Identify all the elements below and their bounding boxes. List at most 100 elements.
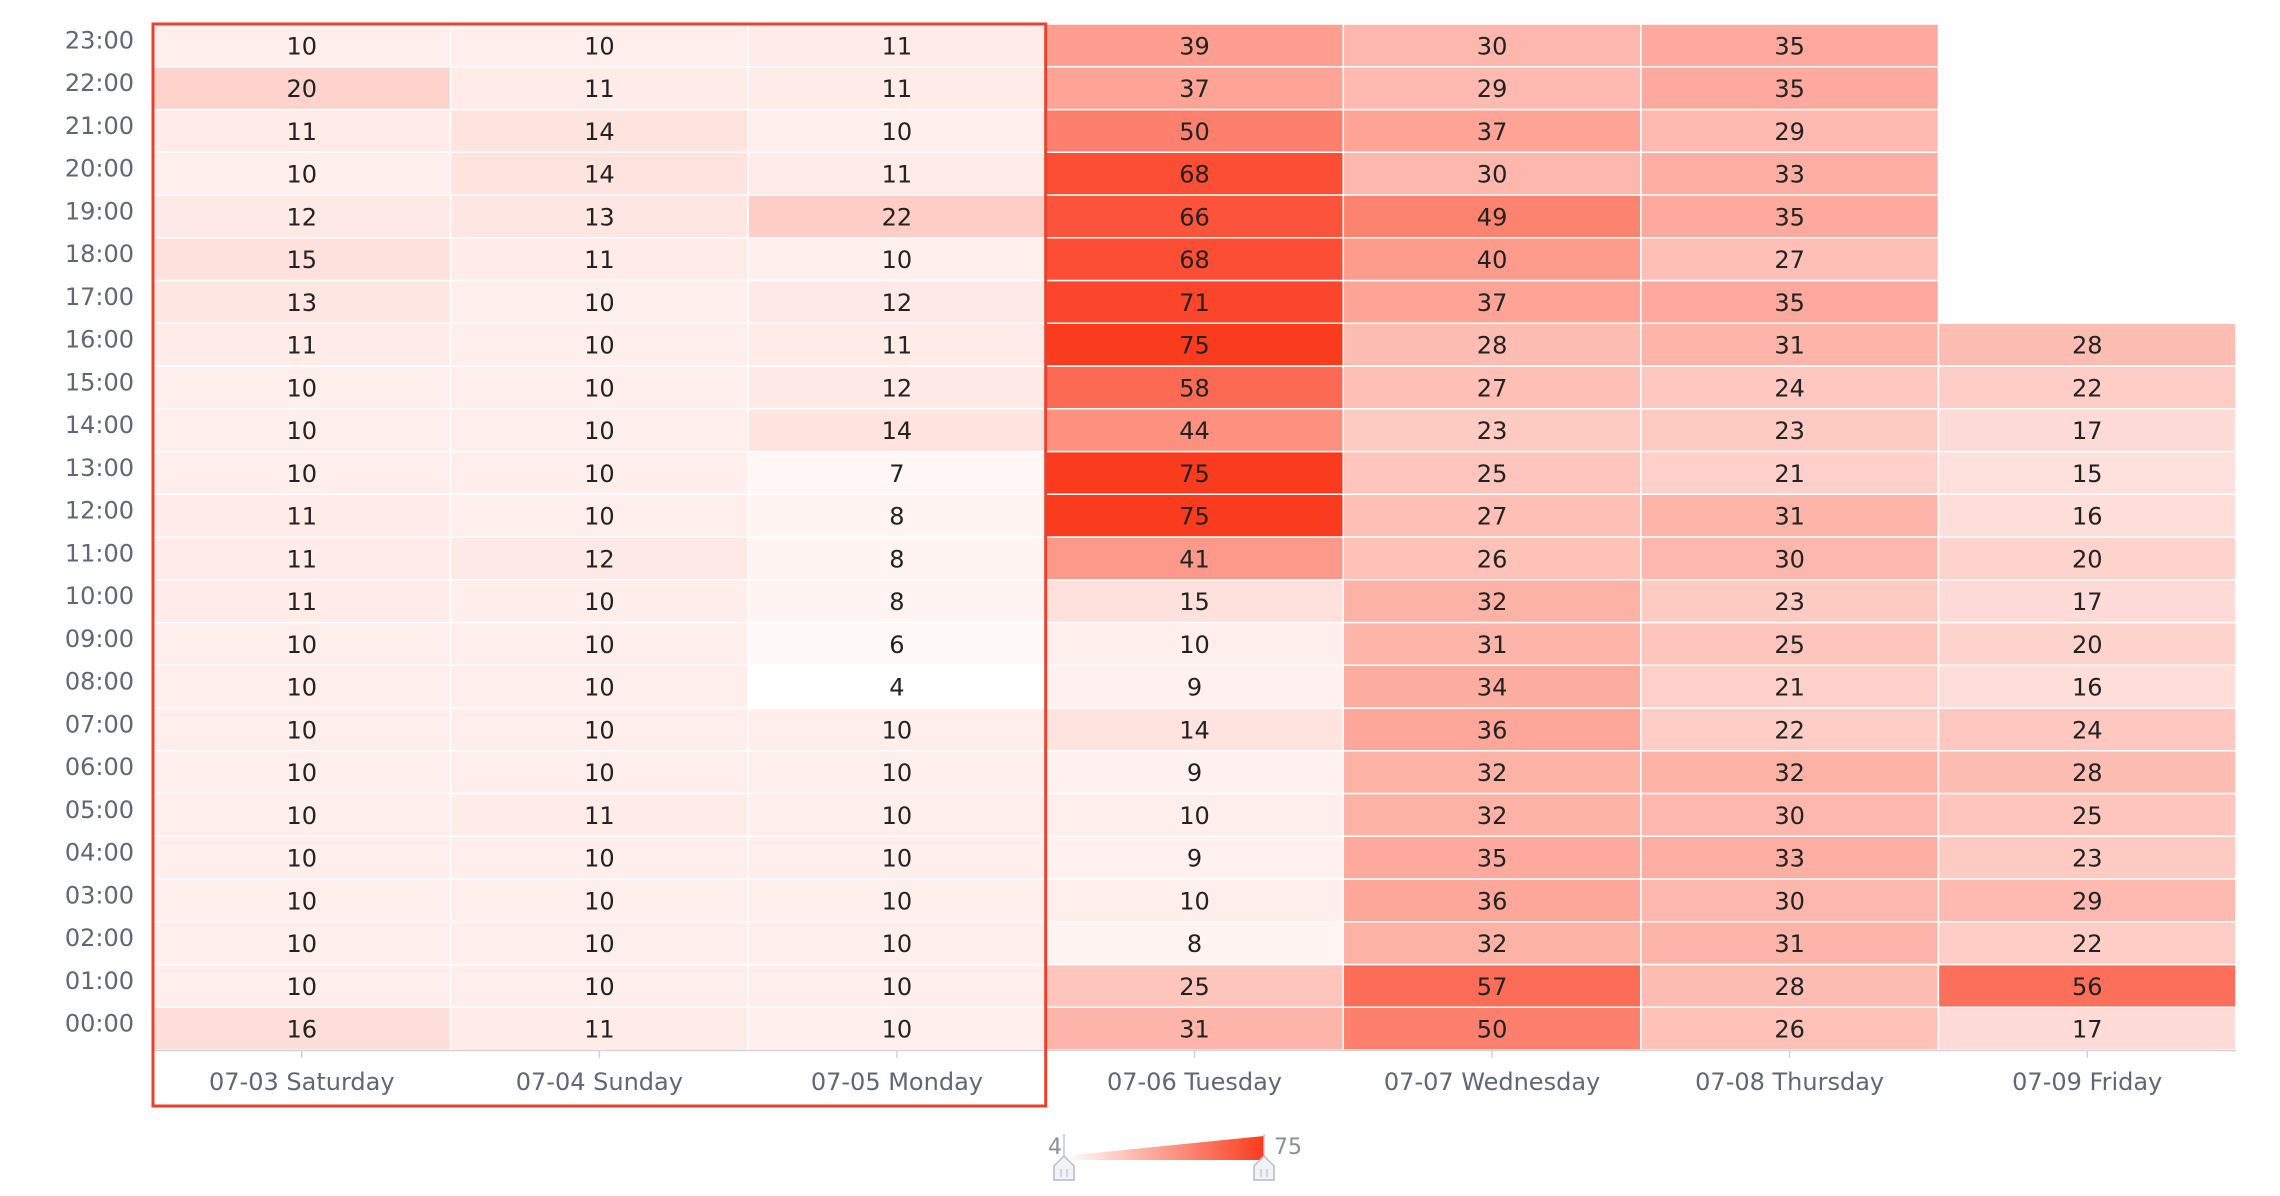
heatmap-cell[interactable] [1640, 23, 1940, 68]
heatmap-cell[interactable] [1640, 66, 1940, 111]
heatmap-cell[interactable] [747, 579, 1047, 624]
heatmap-cell[interactable] [152, 408, 452, 453]
heatmap-cell[interactable] [449, 365, 749, 410]
heatmap-cell[interactable] [1044, 408, 1345, 453]
heatmap-cell[interactable] [152, 707, 452, 752]
heatmap-cell[interactable] [1640, 151, 1940, 196]
heatmap-cell[interactable] [449, 279, 749, 324]
heatmap-cell[interactable] [1640, 536, 1940, 581]
heatmap-cell[interactable] [1640, 322, 1940, 367]
heatmap-cell[interactable] [1044, 322, 1345, 367]
heatmap-cell[interactable] [449, 408, 749, 453]
heatmap-cell[interactable] [1640, 194, 1940, 239]
heatmap-cell[interactable] [1937, 878, 2237, 923]
heatmap-cell[interactable] [449, 151, 749, 196]
heatmap-cell[interactable] [747, 493, 1047, 538]
heatmap-cell[interactable] [1937, 835, 2237, 880]
heatmap-cell[interactable] [1342, 237, 1642, 282]
heatmap-cell[interactable] [1342, 707, 1642, 752]
visual-map-max-handle[interactable] [1253, 1134, 1275, 1181]
heatmap-cell[interactable] [449, 493, 749, 538]
heatmap-cell[interactable] [747, 750, 1047, 795]
heatmap-cell[interactable] [747, 322, 1047, 367]
heatmap-cell[interactable] [1640, 963, 1940, 1008]
heatmap-cell[interactable] [1044, 194, 1345, 239]
heatmap-cell[interactable] [747, 365, 1047, 410]
heatmap-cell[interactable] [747, 621, 1047, 666]
heatmap-cell[interactable] [152, 23, 452, 68]
heatmap-cell[interactable] [1044, 664, 1345, 709]
heatmap-cell[interactable] [1342, 750, 1642, 795]
visual-map-bar[interactable] [1064, 1136, 1264, 1160]
heatmap-cell[interactable] [1342, 450, 1642, 495]
heatmap-cell[interactable] [1937, 450, 2237, 495]
heatmap-cell[interactable] [152, 792, 452, 837]
heatmap-cell[interactable] [1640, 621, 1940, 666]
heatmap-cell[interactable] [747, 194, 1047, 239]
heatmap-cell[interactable] [1937, 493, 2237, 538]
heatmap-cell[interactable] [152, 194, 452, 239]
heatmap-cell[interactable] [1342, 23, 1642, 68]
heatmap-cell[interactable] [1342, 664, 1642, 709]
heatmap-cell[interactable] [1044, 450, 1345, 495]
heatmap-cell[interactable] [1044, 66, 1345, 111]
heatmap-cell[interactable] [1640, 408, 1940, 453]
heatmap-cell[interactable] [1044, 108, 1345, 153]
heatmap-cell[interactable] [1937, 750, 2237, 795]
heatmap-cell[interactable] [747, 792, 1047, 837]
heatmap-cell[interactable] [1342, 921, 1642, 966]
heatmap-cell[interactable] [747, 450, 1047, 495]
heatmap-cell[interactable] [747, 921, 1047, 966]
heatmap-cell[interactable] [1342, 963, 1642, 1008]
heatmap-cell[interactable] [1640, 279, 1940, 324]
heatmap-cell[interactable] [1937, 408, 2237, 453]
heatmap-cell[interactable] [449, 450, 749, 495]
heatmap-cell[interactable] [1937, 579, 2237, 624]
heatmap-cell[interactable] [449, 536, 749, 581]
heatmap-cell[interactable] [747, 237, 1047, 282]
heatmap-cell[interactable] [1640, 707, 1940, 752]
heatmap-cell[interactable] [449, 878, 749, 923]
heatmap-cell[interactable] [1640, 921, 1940, 966]
heatmap-cell[interactable] [1640, 664, 1940, 709]
heatmap-cell[interactable] [1342, 279, 1642, 324]
heatmap-cell[interactable] [1937, 536, 2237, 581]
heatmap-cell[interactable] [1640, 750, 1940, 795]
heatmap-cell[interactable] [449, 921, 749, 966]
heatmap-cell[interactable] [152, 450, 452, 495]
visual-map-min-handle[interactable] [1053, 1134, 1075, 1181]
heatmap-cell[interactable] [1937, 792, 2237, 837]
heatmap-cell[interactable] [152, 237, 452, 282]
heatmap-cell[interactable] [1640, 365, 1940, 410]
heatmap-cell[interactable] [152, 279, 452, 324]
heatmap-cell[interactable] [1640, 835, 1940, 880]
heatmap-cell[interactable] [1640, 450, 1940, 495]
heatmap-cell[interactable] [1342, 579, 1642, 624]
heatmap-cell[interactable] [1342, 621, 1642, 666]
heatmap-cell[interactable] [1937, 921, 2237, 966]
heatmap-cell[interactable] [449, 1006, 749, 1051]
heatmap-cell[interactable] [1342, 108, 1642, 153]
heatmap-cell[interactable] [1044, 493, 1345, 538]
heatmap-cell[interactable] [1342, 408, 1642, 453]
heatmap-cell[interactable] [1640, 878, 1940, 923]
heatmap-cell[interactable] [449, 108, 749, 153]
heatmap-cell[interactable] [152, 835, 452, 880]
heatmap-cell[interactable] [747, 279, 1047, 324]
heatmap-cell[interactable] [747, 963, 1047, 1008]
visual-map[interactable]: 4 75 [1048, 1134, 1302, 1181]
heatmap-cell[interactable] [449, 963, 749, 1008]
heatmap-cell[interactable] [1044, 878, 1345, 923]
heatmap-cell[interactable] [152, 1006, 452, 1051]
heatmap-cell[interactable] [1342, 365, 1642, 410]
heatmap-cell[interactable] [1342, 493, 1642, 538]
heatmap-cell[interactable] [1937, 621, 2237, 666]
heatmap-cell[interactable] [1937, 664, 2237, 709]
heatmap-cell[interactable] [449, 237, 749, 282]
heatmap-cell[interactable] [1937, 322, 2237, 367]
heatmap-cell[interactable] [152, 493, 452, 538]
heatmap-cell[interactable] [747, 108, 1047, 153]
heatmap-cell[interactable] [1640, 1006, 1940, 1051]
heatmap-cell[interactable] [1342, 151, 1642, 196]
heatmap-cell[interactable] [747, 664, 1047, 709]
